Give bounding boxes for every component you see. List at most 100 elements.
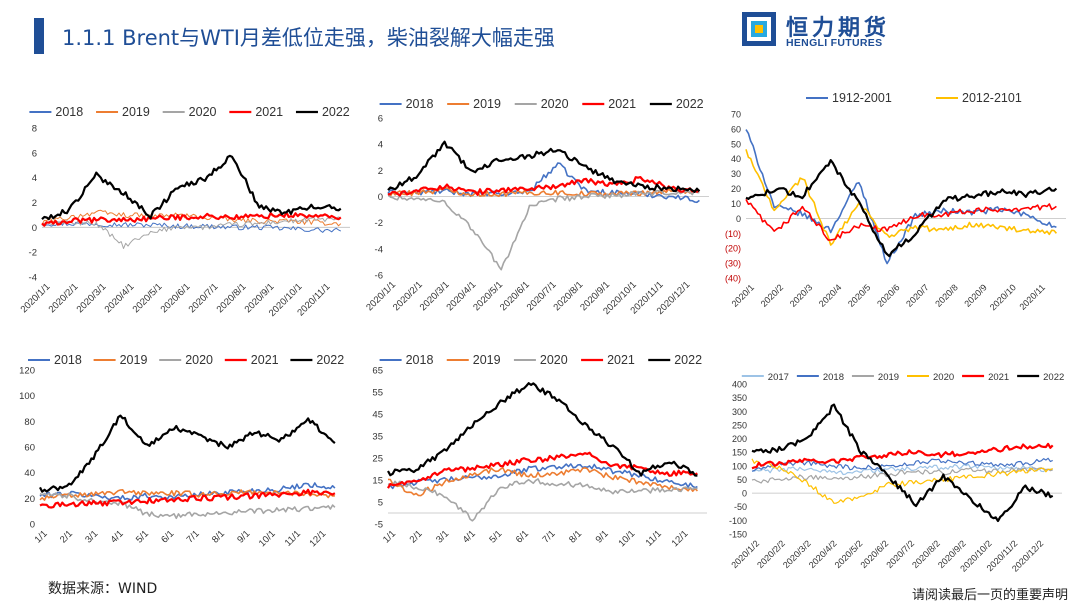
- legend-label: 2018: [823, 372, 844, 383]
- disclaimer-note: 请阅读最后一页的重要声明: [911, 588, 1068, 603]
- legend-label: 2019: [473, 353, 501, 367]
- chart-4: 120 100 80 60 40 20 01/1 2/1 3/1 4/1 5/1 6/1 7/1 8/1 9…: [19, 353, 344, 549]
- legend-label: 2018: [406, 353, 434, 367]
- y-tick-label: 35: [372, 432, 383, 443]
- y-tick-label: 0: [378, 192, 383, 203]
- y-tick-label: (20): [725, 244, 741, 254]
- y-tick-label: 8: [32, 124, 37, 135]
- series-line-2021: [41, 211, 342, 227]
- y-tick-label: 60: [24, 443, 35, 454]
- slide-title: 1.1.1 Brent与WTI月差低位走强，柴油裂解大幅走强: [62, 26, 555, 50]
- x-tick-label: 2020/5: [846, 282, 873, 309]
- series-line-2022: [387, 382, 698, 477]
- series-line-2021: [387, 451, 698, 489]
- x-tick-label: 2020/8/1: [215, 281, 249, 315]
- y-tick-label: 10: [731, 199, 741, 209]
- series-line-2020: [387, 478, 698, 522]
- y-tick-label: 45: [372, 410, 383, 421]
- y-tick-label: 100: [732, 461, 747, 471]
- y-tick-label: 2: [378, 166, 383, 177]
- y-tick-label: 250: [732, 420, 747, 430]
- y-tick-label: 0: [32, 223, 37, 234]
- legend-label: 2018: [54, 353, 82, 367]
- y-tick-label: 50: [731, 139, 741, 149]
- y-tick-label: 0: [742, 489, 747, 499]
- chart-2: 6420-2-4-62020/1/12020/2/12020/3/12020/4…: [364, 97, 709, 317]
- y-tick-label: 150: [732, 448, 747, 458]
- y-tick-label: 120: [19, 366, 35, 377]
- y-tick-label: 50: [737, 475, 747, 485]
- x-tick-label: 2020/7/1: [187, 281, 221, 315]
- legend-label: 2022: [1043, 372, 1064, 383]
- series-line-2021: [387, 176, 701, 197]
- y-tick-label: 300: [732, 407, 747, 417]
- x-tick-label: 6/1: [159, 528, 176, 545]
- series-line-2022: [745, 199, 1057, 241]
- legend-label: 2021: [607, 353, 635, 367]
- x-tick-label: 11/1: [283, 528, 303, 548]
- y-tick-label: -4: [29, 273, 37, 284]
- y-tick-label: 20: [24, 494, 35, 505]
- x-tick-label: 2/1: [408, 528, 425, 545]
- series-line-2020: [387, 189, 700, 271]
- series-line-2020: [751, 458, 1053, 504]
- series-line-2022: [41, 154, 342, 221]
- y-tick-label: 100: [19, 391, 35, 402]
- y-tick-label: -2: [375, 218, 383, 229]
- data-source-note: 数据来源：WIND: [48, 581, 158, 597]
- logo-english-text: HENGLI FUTURES: [786, 37, 883, 49]
- x-tick-label: 12/1: [670, 528, 691, 549]
- y-tick-label: (30): [725, 259, 741, 269]
- title-accent-bar: [34, 18, 44, 54]
- y-tick-label: 2: [32, 198, 37, 209]
- x-tick-label: 2020/11: [1017, 282, 1047, 312]
- company-logo: 恒力期货 HENGLI FUTURES: [742, 10, 922, 52]
- x-tick-label: 7/1: [185, 528, 202, 545]
- series-line-2018: [751, 457, 1053, 472]
- chart-5: 65 55 45 35 25 15 5 -51/1 2/1 3/1 4/1 5/1 6/1 7/1 8/1 9…: [372, 353, 707, 549]
- y-tick-label: -5: [375, 520, 383, 531]
- legend-label: 2020: [540, 353, 568, 367]
- x-tick-label: 2020/6: [875, 282, 902, 309]
- x-tick-label: 2020/4: [817, 282, 844, 309]
- x-tick-label: 12/1: [308, 528, 329, 549]
- x-tick-label: 2020/2: [759, 282, 786, 309]
- x-tick-label: 2020/9: [962, 282, 989, 309]
- x-tick-label: 4/1: [461, 528, 478, 545]
- legend-label: 2020: [541, 97, 569, 111]
- legend-label: 2018: [55, 105, 83, 119]
- series-line-2020: [41, 216, 342, 249]
- y-tick-label: 350: [732, 393, 747, 403]
- x-tick-label: 2020/10: [988, 282, 1018, 312]
- x-tick-label: 10/1: [616, 528, 637, 549]
- series-line-2017: [751, 463, 1053, 476]
- x-tick-label: 9/1: [594, 528, 611, 545]
- chart-6: 400350300250200150100500-50-100-1502020/…: [729, 372, 1064, 574]
- y-tick-label: 40: [24, 468, 35, 479]
- y-tick-label: 60: [731, 124, 741, 134]
- series-line-2022: [387, 140, 701, 193]
- legend-label: 2022: [674, 353, 702, 367]
- y-tick-label: -4: [375, 244, 383, 255]
- series-line-2021: [39, 488, 336, 509]
- series-line-2022: [39, 414, 336, 493]
- x-tick-label: 2020/3/1: [75, 281, 109, 315]
- x-tick-label: 2020/8: [933, 282, 960, 309]
- legend-label: 2019: [878, 372, 899, 383]
- hengli-logo-icon: [742, 12, 776, 46]
- series-line-2018: [39, 482, 336, 501]
- series-line-2020: [39, 492, 336, 520]
- x-tick-label: 2020/3: [788, 282, 815, 309]
- y-tick-label: (10): [725, 229, 741, 239]
- y-tick-label: 20: [731, 184, 741, 194]
- y-tick-label: 4: [378, 140, 383, 151]
- legend-label: 2021: [251, 353, 279, 367]
- legend-label: 2021: [608, 97, 636, 111]
- x-tick-label: 2020/7: [904, 282, 931, 309]
- series-line-2019: [751, 467, 1053, 484]
- legend-label: 2019: [122, 105, 150, 119]
- x-tick-label: 2020/5/1: [131, 281, 165, 315]
- x-tick-label: 8/1: [210, 528, 227, 545]
- series-line-2021: [751, 442, 1054, 470]
- legend-label: 2021: [255, 105, 283, 119]
